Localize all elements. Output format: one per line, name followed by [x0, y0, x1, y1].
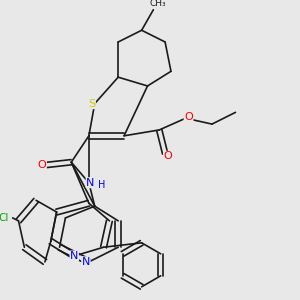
Text: O: O — [38, 160, 46, 170]
Text: Cl: Cl — [0, 213, 9, 223]
Text: O: O — [184, 112, 193, 122]
Text: N: N — [70, 251, 78, 261]
Text: N: N — [86, 178, 94, 188]
Text: S: S — [88, 99, 95, 109]
Text: N: N — [82, 257, 90, 267]
Text: H: H — [98, 180, 106, 190]
Text: CH₃: CH₃ — [149, 0, 166, 8]
Text: O: O — [164, 151, 172, 161]
